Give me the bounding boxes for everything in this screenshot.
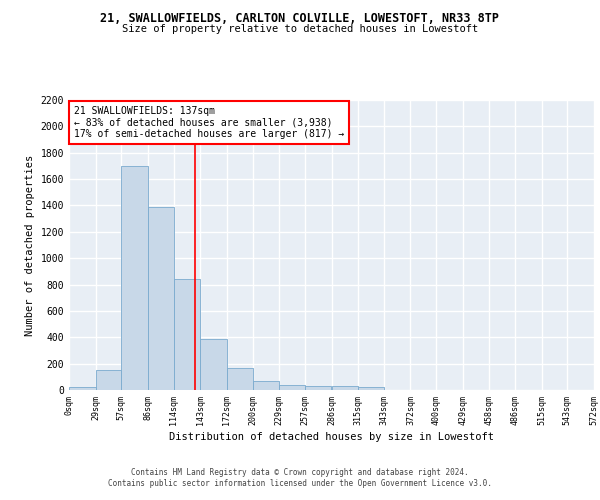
Bar [253,382,279,390]
Bar [69,388,95,390]
Text: Size of property relative to detached houses in Lowestoft: Size of property relative to detached ho… [122,24,478,34]
Text: 21 SWALLOWFIELDS: 137sqm
← 83% of detached houses are smaller (3,938)
17% of sem: 21 SWALLOWFIELDS: 137sqm ← 83% of detach… [74,106,344,139]
X-axis label: Distribution of detached houses by size in Lowestoft: Distribution of detached houses by size … [169,432,494,442]
Bar [95,370,121,390]
Bar [331,386,358,390]
Bar [173,280,200,390]
Text: Contains HM Land Registry data © Crown copyright and database right 2024.
Contai: Contains HM Land Registry data © Crown c… [108,468,492,487]
Bar [121,166,148,390]
Bar [358,388,384,390]
Bar [305,386,331,390]
Bar [227,368,253,390]
Bar [148,207,173,390]
Bar [200,339,227,390]
Bar [279,386,305,390]
Text: 21, SWALLOWFIELDS, CARLTON COLVILLE, LOWESTOFT, NR33 8TP: 21, SWALLOWFIELDS, CARLTON COLVILLE, LOW… [101,12,499,26]
Y-axis label: Number of detached properties: Number of detached properties [25,154,35,336]
